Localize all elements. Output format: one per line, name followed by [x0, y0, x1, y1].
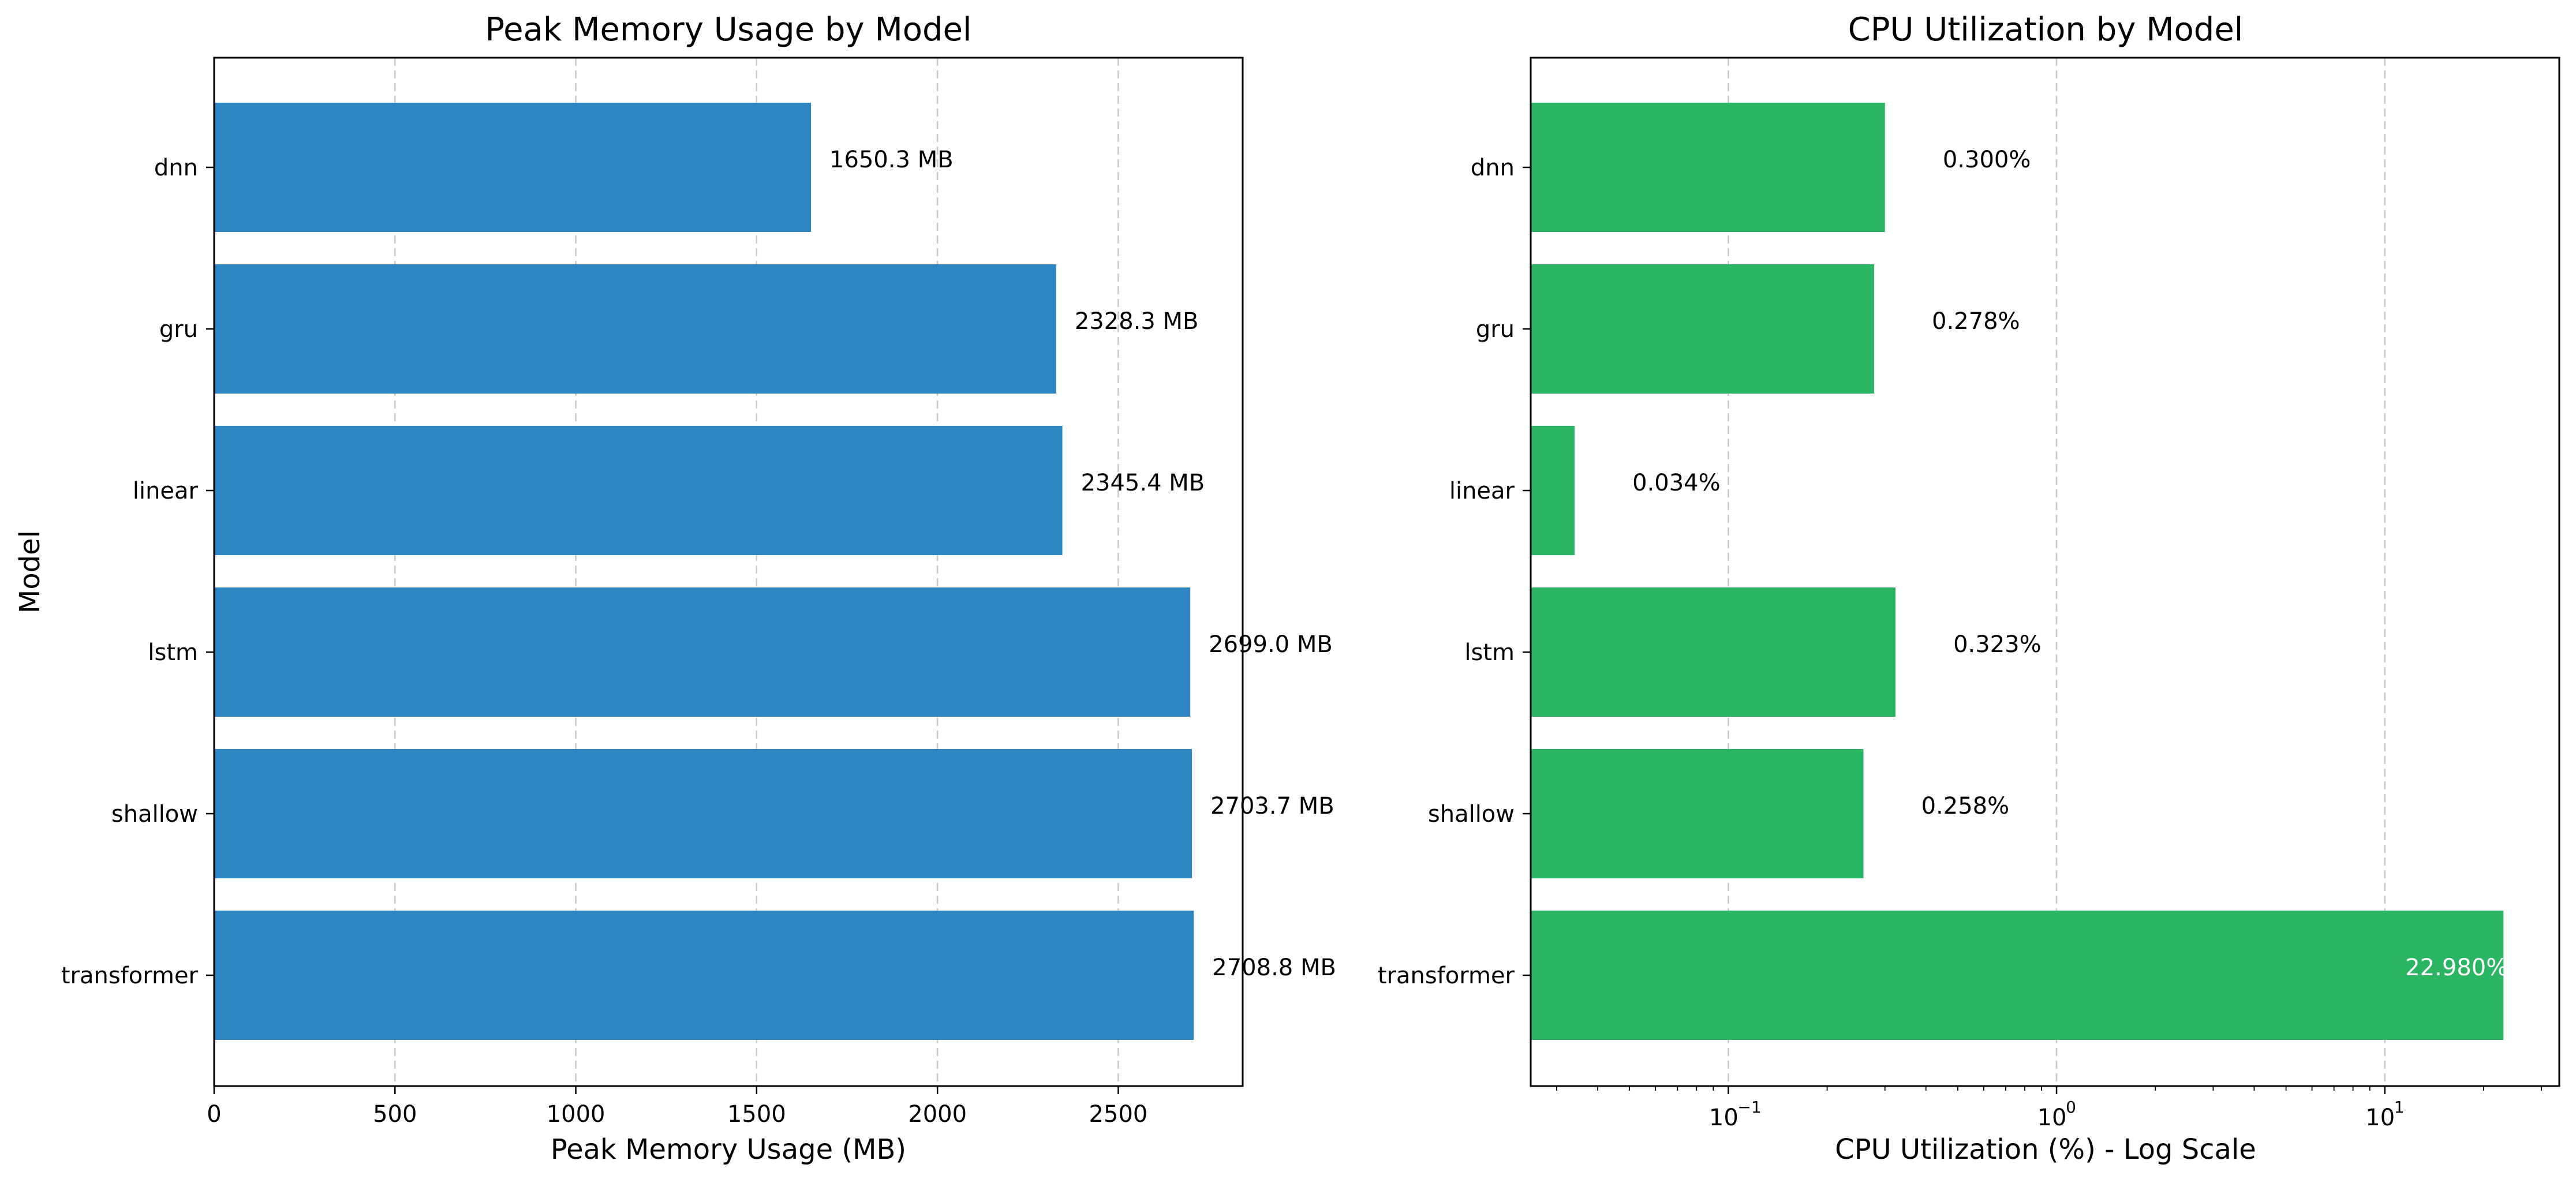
memory-plot-frame [213, 57, 1244, 1087]
cpu-x-tick-label-base: 10 [2365, 1105, 2395, 1131]
mem-value-label-shallow: 2703.7 MB [1210, 793, 1334, 819]
cpu-value-label-lstm: 0.323% [1953, 631, 2042, 658]
cpu-y-tick-label-dnn: dnn [1471, 155, 1515, 181]
cpu-x-tick-label-exponent: 0 [2066, 1098, 2076, 1117]
cpu-y-tick-label-lstm: lstm [1464, 639, 1515, 666]
cpu-x-axis-label: CPU Utilization (%) - Log Scale [1835, 1133, 2256, 1166]
cpu-bar-labels: 0.300% 0.278% 0.034% 0.323% 0.258% 22.980% [1632, 147, 2508, 981]
mem-y-tick-label-gru: gru [159, 316, 198, 343]
mem-bar-gru [214, 264, 1056, 394]
cpu-y-tick-label-shallow: shallow [1428, 801, 1515, 828]
mem-y-tick-label-lstm: lstm [148, 639, 198, 666]
memory-y-axis-label: Model [14, 530, 46, 613]
cpu-y-tick-label-linear: linear [1449, 478, 1515, 504]
cpu-bar-dnn [1531, 103, 1885, 232]
mem-value-label-lstm: 2699.0 MB [1209, 631, 1333, 658]
cpu-value-label-gru: 0.278% [1932, 308, 2020, 335]
cpu-value-label-transformer: 22.980% [2405, 954, 2508, 981]
mem-bar-linear [214, 426, 1063, 555]
cpu-plot-frame [1530, 57, 2560, 1087]
mem-x-tick-label: 2000 [908, 1101, 967, 1128]
mem-x-tick-label: 500 [373, 1101, 417, 1128]
mem-bar-lstm [214, 587, 1191, 717]
cpu-bar-transformer [1531, 911, 2504, 1040]
mem-value-label-transformer: 2708.8 MB [1212, 954, 1336, 981]
mem-y-tick-label-transformer: transformer [61, 963, 199, 989]
cpu-y-tick-label-transformer: transformer [1378, 963, 1515, 989]
memory-x-axis-label: Peak Memory Usage (MB) [551, 1133, 906, 1166]
mem-value-label-linear: 2345.4 MB [1081, 470, 1205, 496]
cpu-value-label-dnn: 0.300% [1943, 147, 2031, 173]
cpu-x-tick-label-base: 10 [2037, 1105, 2067, 1131]
mem-bar-dnn [214, 103, 812, 232]
mem-y-tick-label-shallow: shallow [111, 801, 198, 828]
mem-x-tick-label: 1000 [547, 1101, 605, 1128]
mem-y-tick-label-dnn: dnn [154, 155, 198, 181]
cpu-x-tick-label-exponent: −1 [1737, 1098, 1761, 1117]
mem-bar-shallow [214, 749, 1192, 878]
cpu-bar-gru [1531, 264, 1874, 394]
memory-chart: Peak Memory Usage by Model 1650.3 MB 2328… [14, 11, 1336, 1166]
memory-bars [214, 103, 1194, 1040]
cpu-bar-lstm [1531, 587, 1895, 717]
cpu-x-ticks: 10−1 100 101 [1556, 1086, 2542, 1131]
cpu-x-tick-label-exponent: 1 [2394, 1098, 2405, 1117]
cpu-bar-linear [1531, 426, 1575, 555]
cpu-value-label-shallow: 0.258% [1921, 793, 2010, 819]
cpu-y-tick-label-gru: gru [1476, 316, 1515, 343]
mem-y-tick-label-linear: linear [133, 478, 199, 504]
memory-y-ticks: dnn gru linear lstm shallow transformer [61, 155, 214, 989]
mem-x-tick-label: 2500 [1089, 1101, 1148, 1128]
cpu-chart: CPU Utilization by Model 0.300% 0.278% 0.0… [1378, 11, 2560, 1166]
memory-x-ticks: 0 500 1000 1500 2000 2500 [207, 1086, 1147, 1128]
cpu-y-ticks: dnn gru linear lstm shallow transformer [1378, 155, 1531, 989]
mem-x-tick-label: 1500 [727, 1101, 786, 1128]
memory-chart-title: Peak Memory Usage by Model [485, 11, 971, 48]
cpu-chart-title: CPU Utilization by Model [1848, 11, 2244, 48]
cpu-bar-shallow [1531, 749, 1864, 878]
mem-value-label-dnn: 1650.3 MB [829, 147, 954, 173]
mem-x-tick-label: 0 [207, 1101, 221, 1128]
cpu-bars [1531, 103, 2504, 1040]
mem-value-label-gru: 2328.3 MB [1075, 308, 1199, 335]
mem-bar-transformer [214, 911, 1194, 1040]
cpu-x-tick-label-base: 10 [1709, 1105, 1738, 1131]
cpu-value-label-linear: 0.034% [1632, 470, 1721, 496]
memory-bar-labels: 1650.3 MB 2328.3 MB 2345.4 MB 2699.0 MB 2703… [829, 147, 1336, 981]
